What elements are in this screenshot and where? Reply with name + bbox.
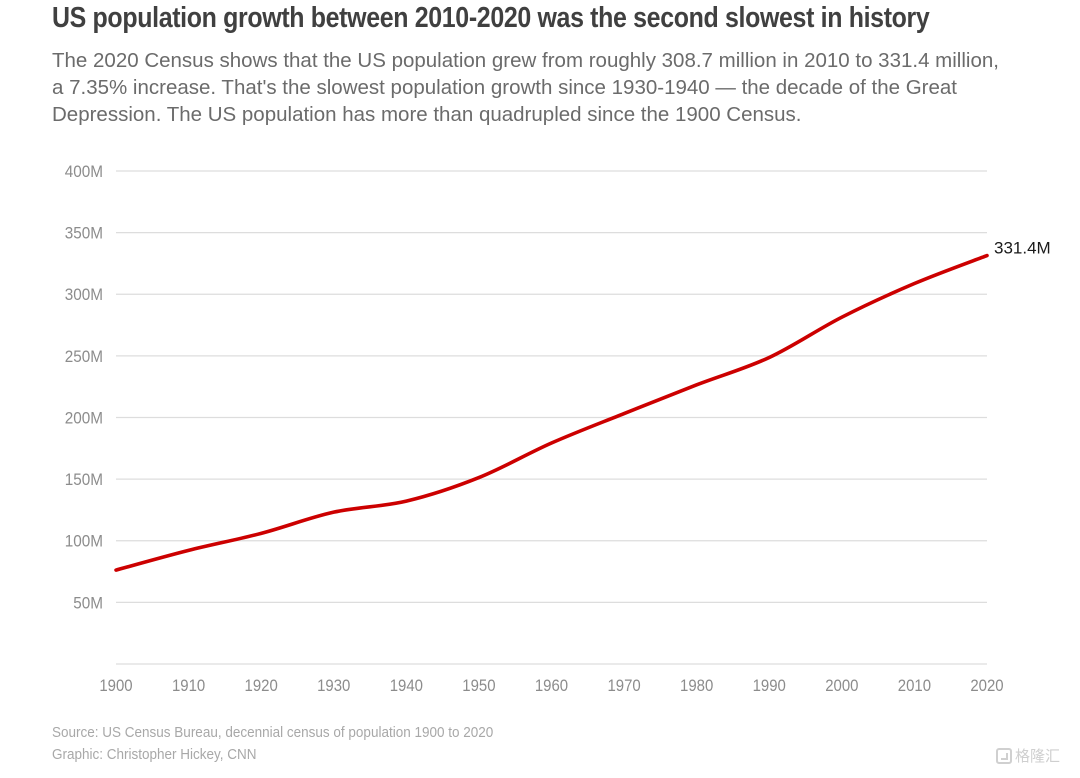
series-group bbox=[114, 253, 989, 572]
y-tick-label: 300M bbox=[65, 286, 103, 305]
y-tick-label: 200M bbox=[65, 409, 103, 428]
chart-footer: Source: US Census Bureau, decennial cens… bbox=[52, 722, 542, 766]
x-tick-label: 1930 bbox=[317, 677, 350, 695]
chart-title: US population growth between 2010-2020 w… bbox=[52, 2, 930, 34]
x-tick-label: 1960 bbox=[535, 677, 568, 695]
gridlines bbox=[116, 170, 987, 665]
x-tick-label: 1910 bbox=[172, 677, 205, 695]
x-tick-label: 1900 bbox=[99, 677, 132, 695]
x-tick-label: 1950 bbox=[462, 677, 495, 695]
x-tick-label: 1980 bbox=[680, 677, 713, 695]
y-tick-label: 50M bbox=[73, 594, 103, 613]
credit-note: Graphic: Christopher Hickey, CNN bbox=[52, 746, 257, 763]
y-axis-ticks: 50M 100M 150M 200M 250M 300M 350M 400M bbox=[65, 162, 103, 612]
x-tick-label: 2010 bbox=[898, 677, 931, 695]
subtitle-line: a 7.35% increase. That's the slowest pop… bbox=[52, 76, 957, 99]
series-line bbox=[114, 253, 989, 572]
x-tick-label: 1970 bbox=[607, 677, 640, 695]
subtitle-line: The 2020 Census shows that the US popula… bbox=[52, 49, 999, 72]
y-tick-label: 250M bbox=[65, 347, 103, 366]
source-note: Source: US Census Bureau, decennial cens… bbox=[52, 724, 494, 741]
watermark: 格隆汇 bbox=[996, 745, 1060, 766]
x-tick-label: 2020 bbox=[970, 677, 1003, 695]
subtitle-line: Depression. The US population has more t… bbox=[52, 103, 802, 126]
x-tick-label: 2000 bbox=[825, 677, 858, 695]
end-value-label: 331.4M bbox=[994, 239, 1051, 258]
x-tick-label: 1940 bbox=[390, 677, 423, 695]
x-tick-label: 1920 bbox=[245, 677, 278, 695]
watermark-text: 格隆汇 bbox=[1015, 748, 1061, 765]
watermark-logo-icon bbox=[996, 747, 1012, 764]
y-tick-label: 100M bbox=[65, 532, 103, 551]
y-tick-label: 400M bbox=[65, 162, 103, 181]
chart-subtitle: The 2020 Census shows that the US popula… bbox=[52, 47, 1080, 128]
y-tick-label: 150M bbox=[65, 470, 103, 489]
x-axis-ticks: 1900 1910 1920 1930 1940 1950 1960 1970 1980 1990… bbox=[99, 677, 1003, 695]
annotations: 331.4M bbox=[994, 239, 1051, 258]
y-tick-label: 350M bbox=[65, 224, 103, 243]
x-tick-label: 1990 bbox=[753, 677, 786, 695]
